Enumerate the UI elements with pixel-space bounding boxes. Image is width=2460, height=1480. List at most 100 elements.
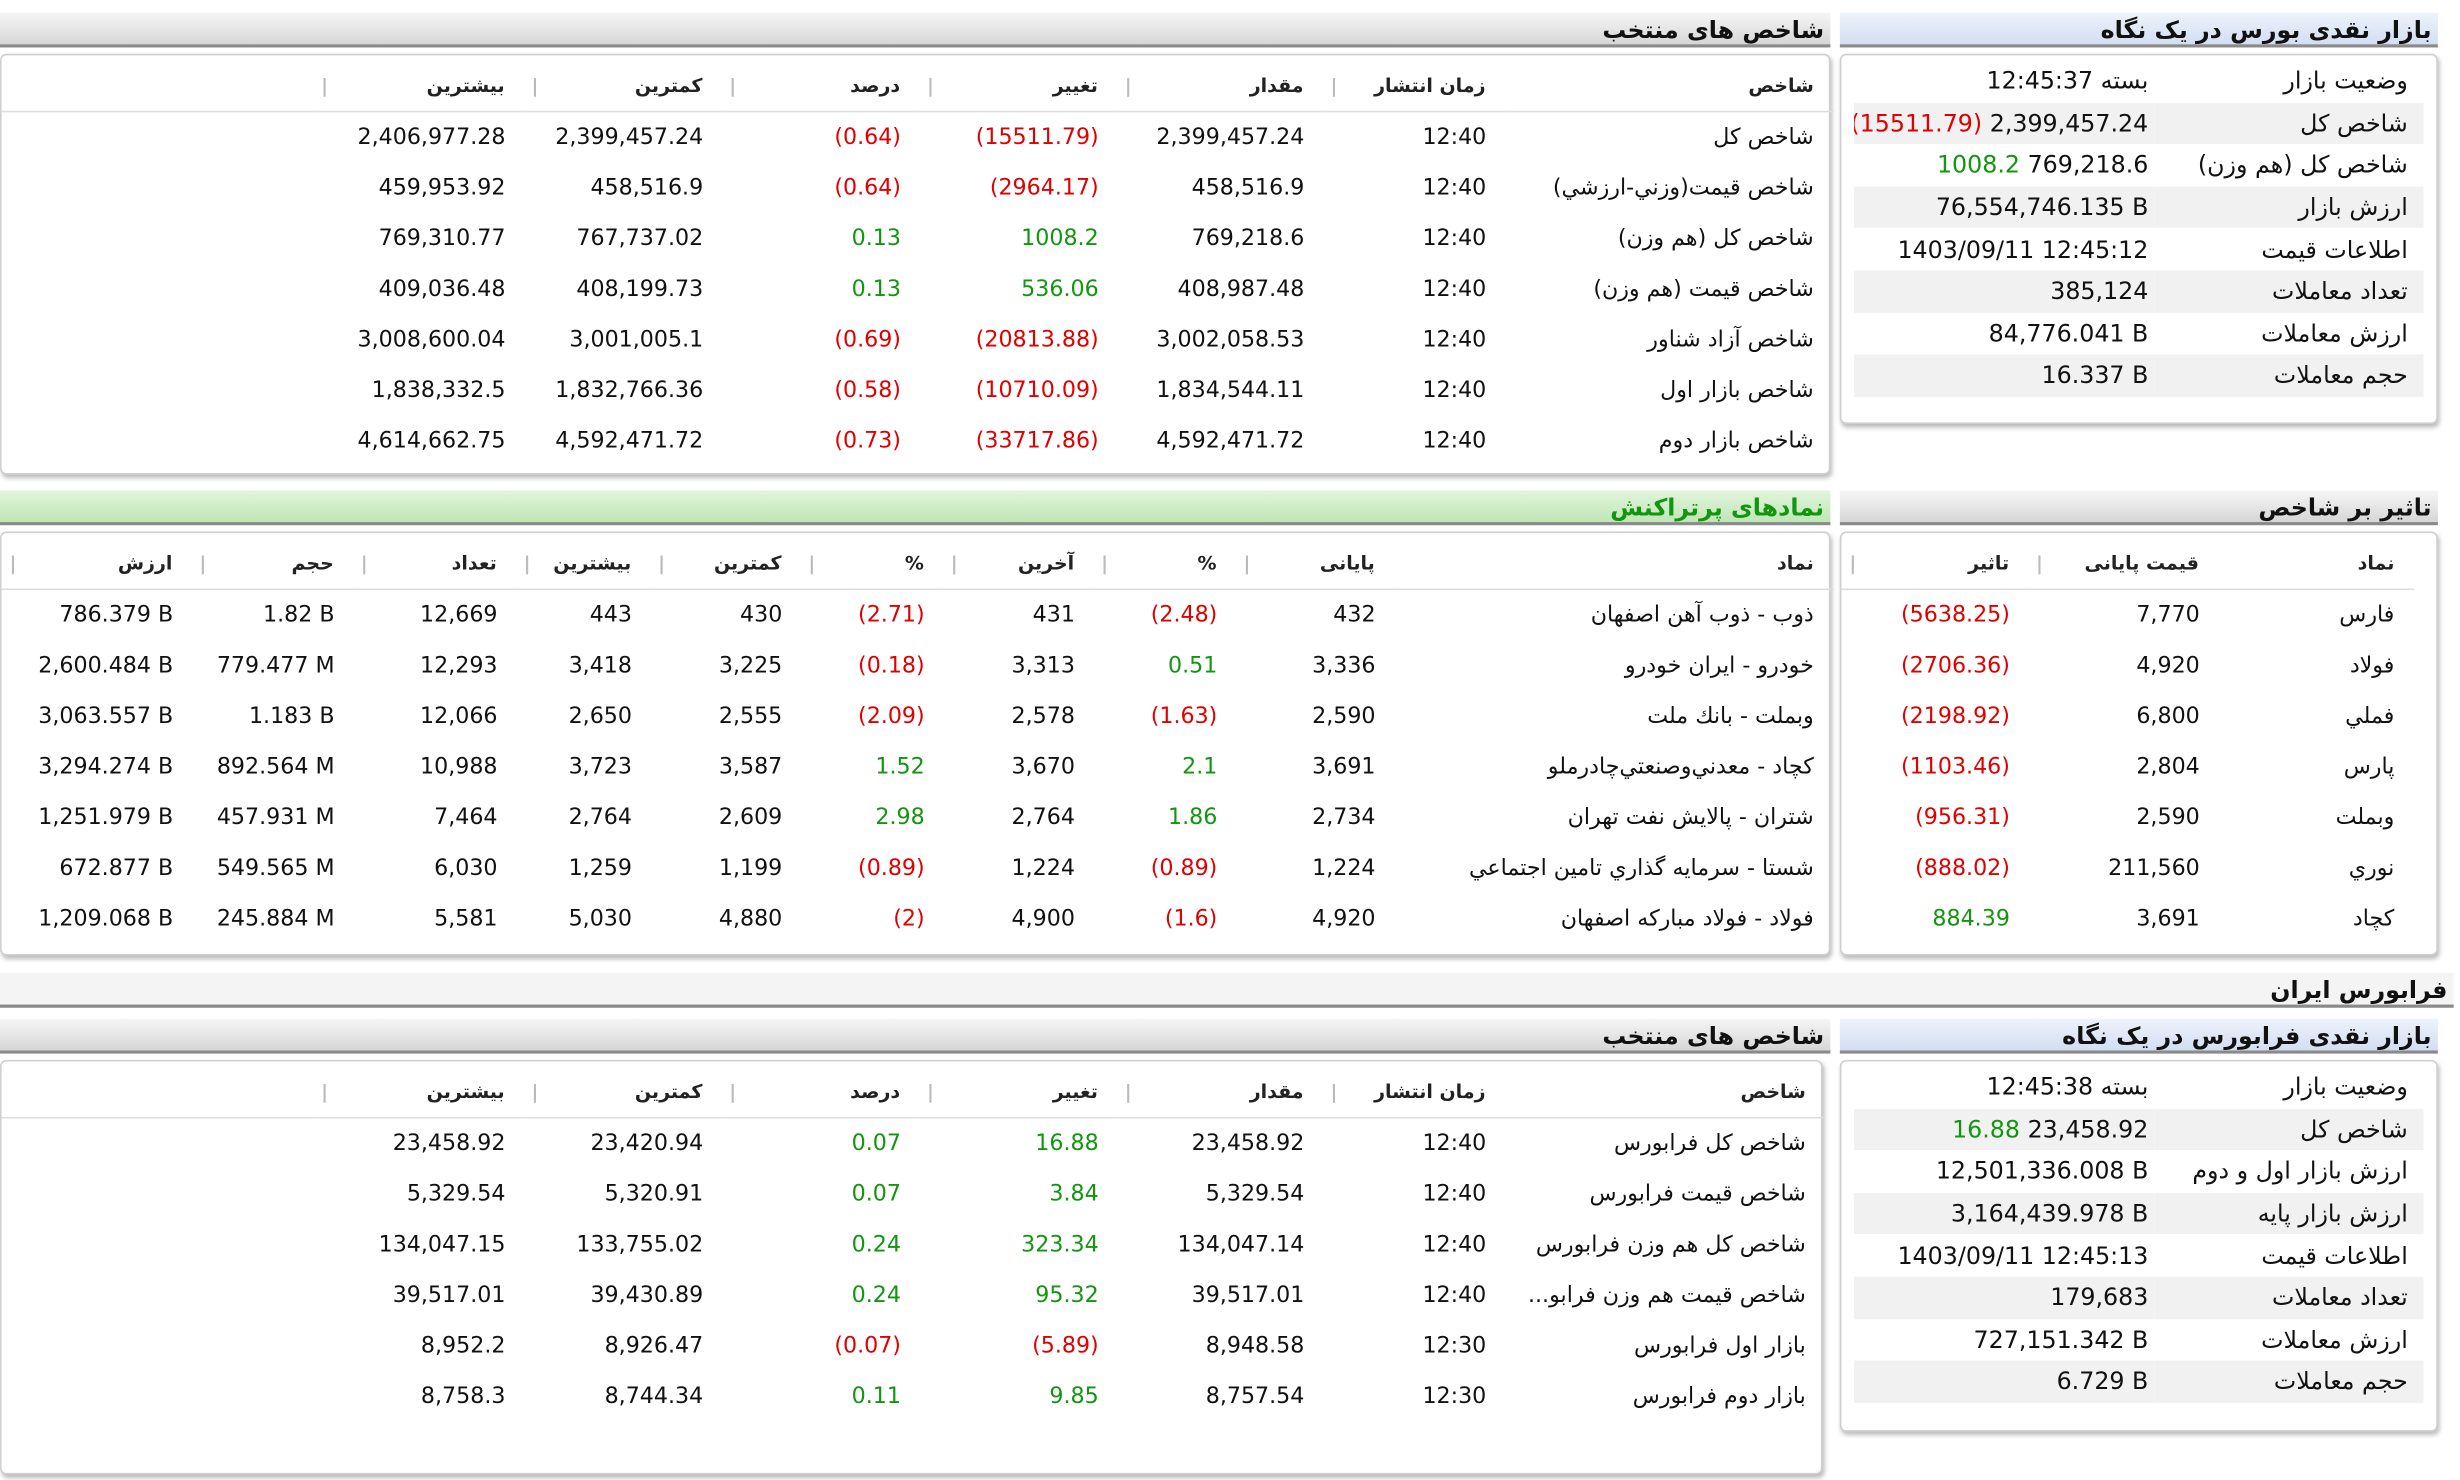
table-cell: شاخص قیمت فرابورس (1505, 1169, 1825, 1220)
summary-label: اطلاعات قیمت (2261, 1241, 2408, 1270)
header-text: بیشترین (426, 1080, 505, 1103)
column-header: شاخص (1505, 1066, 1825, 1119)
cell-text: 4,614,662.75 (357, 428, 506, 455)
cell-text: 8,952.2 (420, 1333, 506, 1359)
cell-text: 2,804 (2136, 754, 2200, 780)
table-cell: 133,755.02 (524, 1220, 722, 1271)
table-cell: 1,224 (944, 843, 1094, 894)
cell-text: 431 (1032, 602, 1075, 629)
cell-text: 10,988 (420, 754, 498, 780)
cell-text: وبملت - بانك ملت (1647, 703, 1814, 730)
cell-text: 408,987.48 (1177, 276, 1305, 303)
table-cell: 12:40 (1323, 1220, 1505, 1271)
table-cell: وبملت - بانك ملت (1395, 691, 1833, 742)
table-cell: 39,517.01 (314, 1270, 524, 1321)
table-cell: شتران - پالايش نفت تهران (1395, 793, 1833, 844)
cell-text: 4,592,471.72 (555, 428, 704, 455)
cell-text: شتران - پالايش نفت تهران (1567, 805, 1814, 831)
summary-panel: وضعیت بازار بسته 12:45:37 شاخص کل 2,399,457… (1839, 53, 2438, 424)
header-text: درصد (850, 74, 901, 97)
table-cell: شاخص کل (1505, 112, 1832, 163)
cell-text: (1.6) (1164, 906, 1218, 932)
cell-text: 1,259 (568, 855, 633, 882)
column-header (2, 1066, 315, 1119)
table-cell: 39,517.01 (1118, 1270, 1324, 1321)
summary-table: وضعیت بازار بسته 12:45:38 شاخص کل 23,458.92… (1854, 1066, 2424, 1403)
header-text: شاخص (1748, 74, 1814, 97)
table-cell: (2.09) (801, 691, 943, 742)
table-cell: 23,458.92 (1118, 1118, 1324, 1169)
table-cell: 12:40 (1323, 315, 1505, 366)
cell-text: 430 (740, 602, 783, 629)
cell-text: 3,002,058.53 (1156, 327, 1305, 353)
summary-row: حجم معاملات 16.337 B (1854, 354, 2424, 397)
summary-value: 179,683 (1854, 1276, 2155, 1319)
cell-text: شاخص قیمت هم وزن فرابو... (1527, 1283, 1806, 1309)
cell-text: 12,669 (420, 602, 498, 629)
table-cell (2, 1372, 314, 1423)
value-text: 1403/09/11 12:45:12 (1897, 235, 2149, 264)
cell-text: 2,734 (1312, 805, 1376, 831)
table-row: خودرو - ایران خودرو 3,336 0.51 3,313 (0.18) 3… (2, 641, 1832, 692)
cell-text: (5.89) (1032, 1333, 1099, 1359)
table-cell: فارس (2219, 589, 2414, 640)
cell-text: 12:40 (1422, 276, 1487, 303)
table-cell: (2706.36) (1842, 641, 2029, 692)
cell-text: 3,418 (568, 653, 633, 679)
table-cell: 431 (944, 589, 1094, 640)
table-cell: 12:40 (1323, 214, 1505, 265)
cell-text: 39,517.01 (1191, 1283, 1305, 1309)
change-text: 1008.2 (1936, 151, 2021, 180)
summary-row: ارزش بازار 76,554,746.135 B (1854, 186, 2424, 229)
header-text: مقدار (1249, 1080, 1304, 1103)
table-cell: 5,329.54 (314, 1169, 524, 1220)
table-row: شاخص بازار دوم 12:40 4,592,471.72 (33717.86… (2, 416, 1832, 467)
cell-text: 12:40 (1422, 226, 1487, 252)
cell-text: 12,293 (420, 653, 498, 679)
column-header: تاثیر | (1842, 537, 2029, 591)
cell-text: (2964.17) (989, 175, 1099, 201)
cell-text: فولاد (2349, 653, 2395, 679)
table-cell: 5,329.54 (1118, 1169, 1324, 1220)
summary-label: ارزش معاملات (2261, 1325, 2408, 1354)
table-cell: (0.69) (722, 315, 920, 366)
summary-row: ارزش بازار اول و دوم 12,501,336.008 B (1854, 1150, 2424, 1192)
section-title: تاثیر بر شاخص (1839, 490, 2438, 526)
cell-text: (0.89) (858, 855, 925, 882)
cell-text: 12,066 (420, 703, 498, 730)
table-cell: شاخص قیمت هم وزن فرابو... (1505, 1270, 1825, 1321)
table-cell (2, 1321, 314, 1372)
summary-row: تعداد معاملات 179,683 (1854, 1276, 2424, 1319)
table-cell: 672.877 B (2, 843, 192, 894)
table-row: وبملت - بانك ملت 2,590 (1.63) 2,578 (2.09) 2,… (2, 691, 1832, 742)
cell-text: 2,406,977.28 (357, 124, 506, 151)
cell-text: 12:40 (1422, 1232, 1487, 1258)
cell-text: (0.58) (834, 378, 901, 404)
summary-label: شاخص کل (2154, 1108, 2424, 1151)
table-cell: 1,834,544.11 (1118, 365, 1324, 416)
cell-text: (2198.92) (1901, 703, 2010, 730)
table-cell: 12,669 (354, 589, 517, 640)
table-cell (2, 214, 314, 265)
cell-text: 1,199 (718, 855, 783, 882)
cell-text: 2,600.484 B (38, 653, 174, 679)
summary-row: شاخص کل 23,458.92 16.88 (1854, 1108, 2424, 1151)
table-cell: 536.06 (920, 264, 1118, 315)
cell-text: 1,838,332.5 (371, 378, 506, 404)
table-row: پارس 2,804 (1103.46) (1842, 742, 2413, 793)
table-cell: (2.71) (801, 589, 943, 640)
table-cell: 3,723 (517, 742, 651, 793)
cell-text: 16.88 (1035, 1131, 1099, 1157)
table-cell (2, 163, 314, 214)
data-table: نماد قیمت پایانی | تاثیر | فارس 7,770 (5638.25)… (1841, 537, 2414, 945)
summary-row: شاخص کل 2,399,457.24 (15511.79) (1854, 102, 2424, 145)
cell-text: 3,225 (718, 653, 783, 679)
column-header: مقدار | (1117, 60, 1324, 113)
table-cell: 2,650 (517, 691, 651, 742)
table-cell: 3,294.274 B (2, 742, 192, 793)
table-cell: (10710.09) (920, 365, 1118, 416)
table-cell: 2,590 (2029, 793, 2219, 844)
summary-value: 1403/09/11 12:45:13 (1854, 1235, 2155, 1277)
summary-value: 76,554,746.135 B (1854, 186, 2155, 229)
change-text: 16.88 (1952, 1115, 2021, 1144)
